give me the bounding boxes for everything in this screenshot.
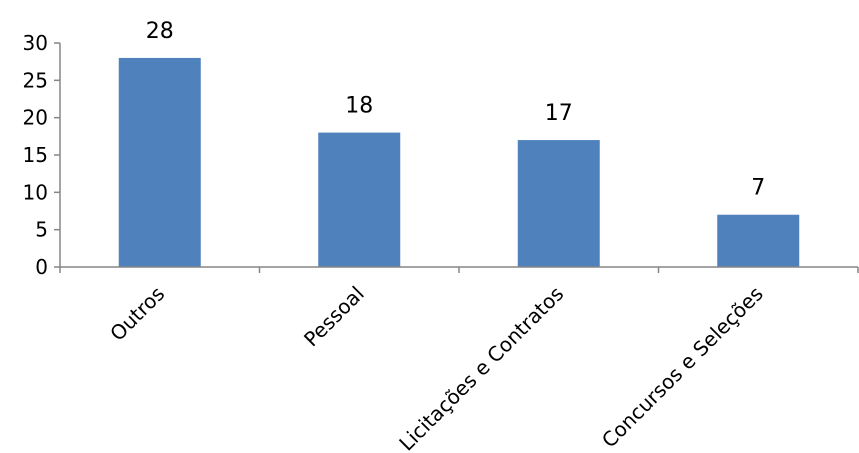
bar — [717, 214, 800, 267]
y-tick-label: 25 — [23, 68, 48, 92]
data-labels-group: 28 18 17 7 — [146, 19, 766, 201]
bars-group — [118, 57, 800, 267]
y-axis-ticks: 0 5 10 15 20 25 30 — [23, 31, 60, 279]
y-tick-label: 30 — [23, 31, 48, 55]
bar-value-label: 18 — [345, 94, 373, 119]
y-tick-label: 10 — [23, 180, 48, 204]
bar — [517, 140, 600, 267]
y-tick-label: 20 — [23, 106, 48, 130]
x-category-label: Pessoal — [299, 282, 369, 352]
y-tick-label: 5 — [35, 218, 48, 242]
bar-value-label: 7 — [751, 176, 765, 201]
x-category-label: Concursos e Seleções — [597, 282, 768, 453]
axes-group — [59, 43, 859, 273]
bar — [318, 132, 401, 267]
bar-value-label: 28 — [146, 19, 174, 44]
y-tick-label: 15 — [23, 143, 48, 167]
x-category-label: Outros — [105, 282, 169, 346]
bar — [118, 57, 201, 267]
x-axis-labels: Outros Pessoal Licitações e Contratos Concu… — [105, 282, 768, 453]
bar-value-label: 17 — [545, 101, 573, 126]
y-tick-label: 0 — [35, 255, 48, 279]
x-category-label: Licitações e Contratos — [394, 282, 568, 453]
